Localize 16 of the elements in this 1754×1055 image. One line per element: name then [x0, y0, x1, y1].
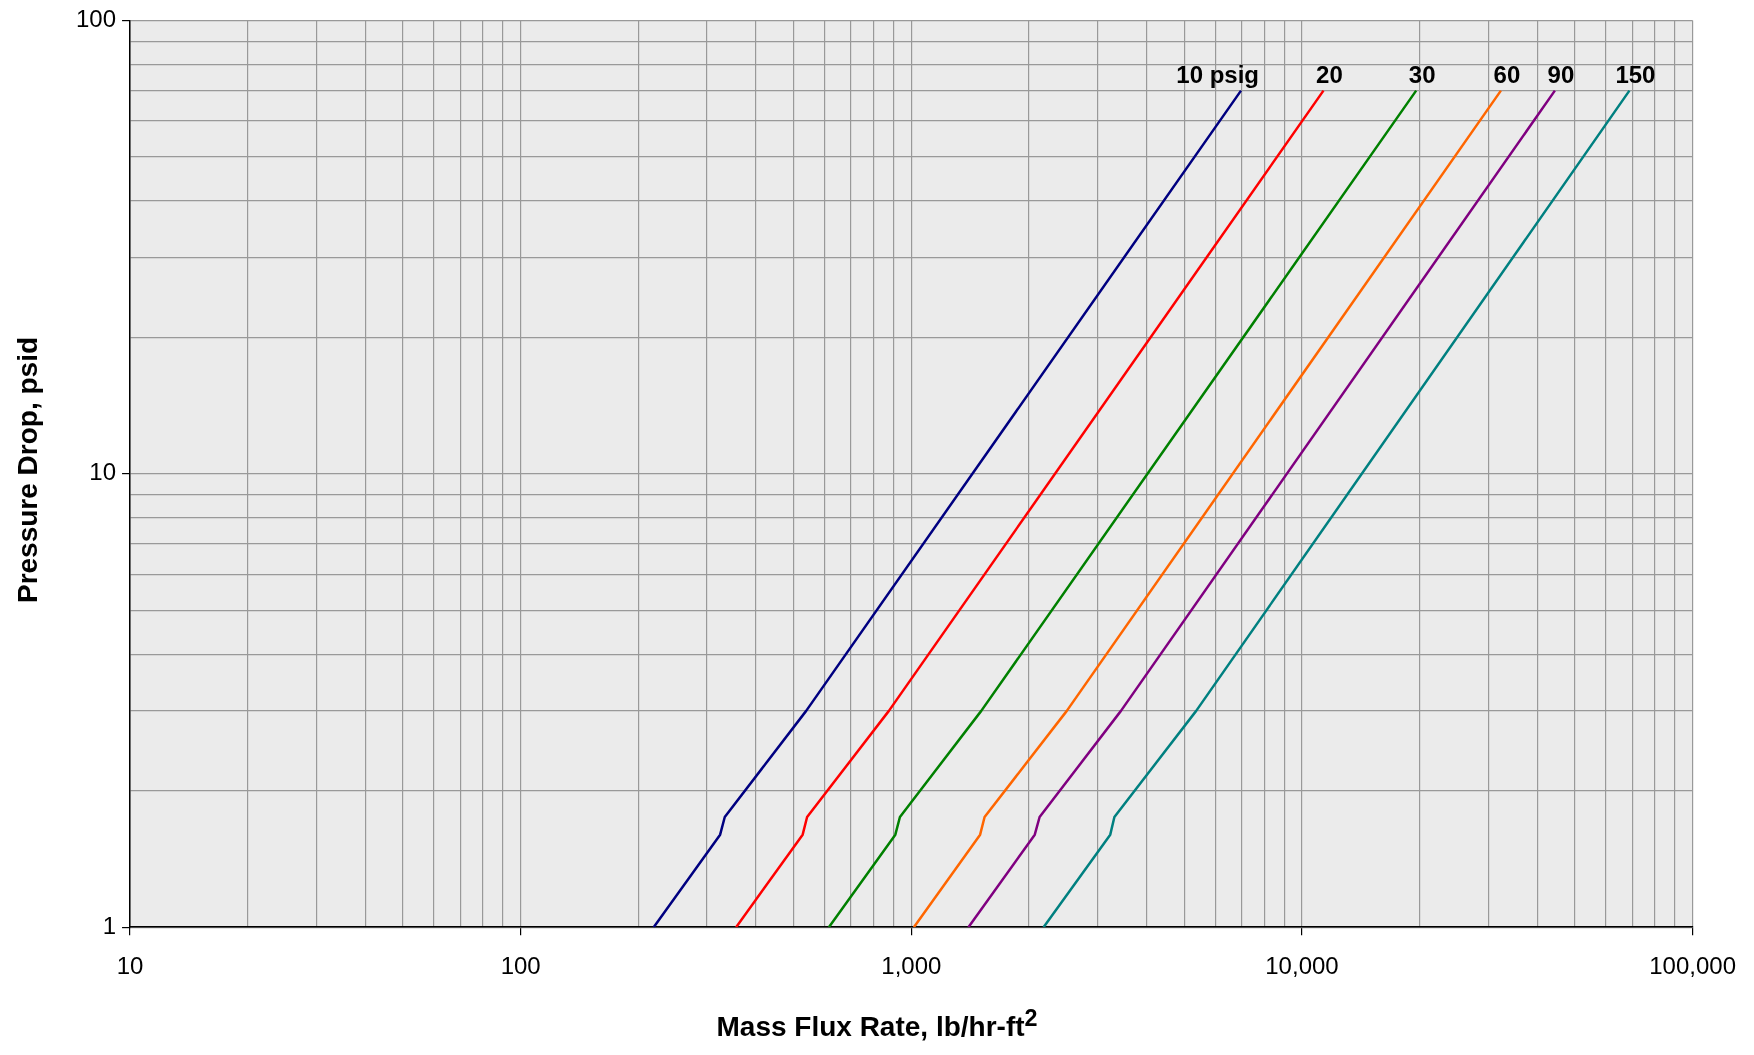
x-axis-title: Mass Flux Rate, lb/hr-ft$^{2}$ — [715, 1005, 1039, 1044]
series-label: 30 — [1408, 61, 1436, 89]
x-tick-label: 100 — [500, 952, 541, 980]
series-label: 20 — [1316, 61, 1343, 89]
y-axis-title: Pressure Drop, psid — [12, 336, 44, 604]
x-tick-label: 1,000 — [881, 952, 942, 980]
series-label: 60 — [1493, 61, 1521, 89]
x-tick-label: 100,000 — [1649, 952, 1737, 980]
y-tick-label: 1 — [102, 911, 117, 939]
y-tick-label: 100 — [76, 5, 117, 33]
series-label: 90 — [1547, 61, 1575, 89]
series-label: 10 psig — [1176, 61, 1259, 89]
x-tick-label: 10 — [116, 952, 144, 980]
y-tick-label: 10 — [89, 458, 117, 486]
x-tick-label: 10,000 — [1265, 952, 1339, 980]
series-label: 150 — [1615, 61, 1656, 89]
